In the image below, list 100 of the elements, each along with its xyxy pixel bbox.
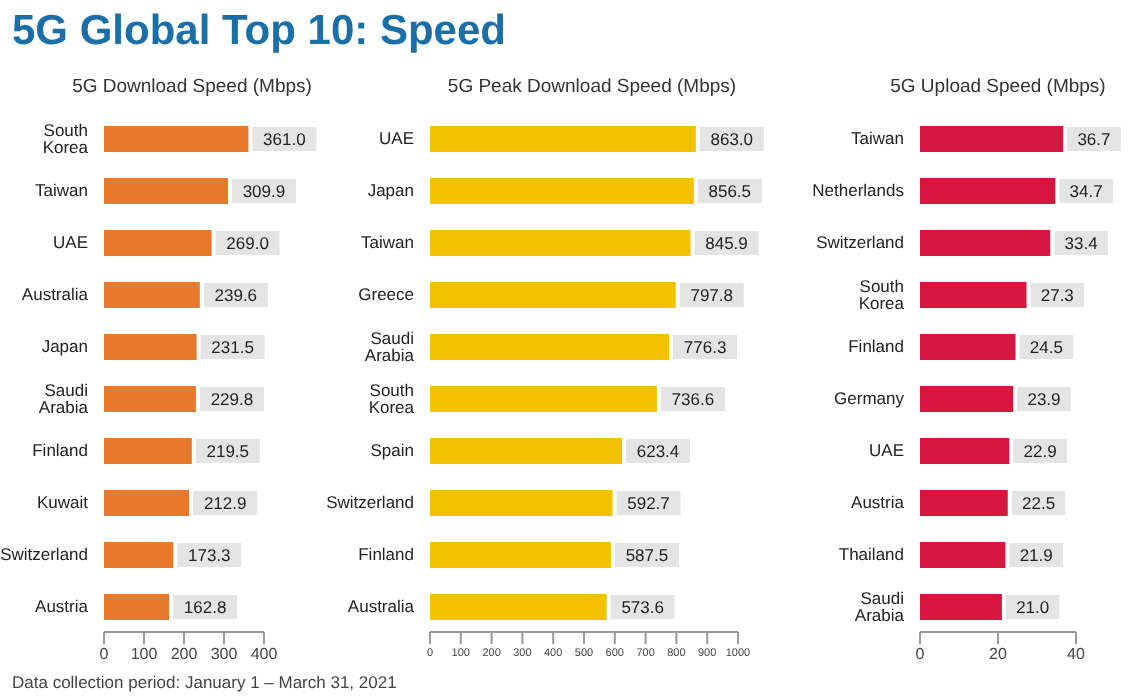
bar (430, 282, 676, 308)
data-label: 231.5 (211, 337, 255, 357)
chart-subtitle: 5G Peak Download Speed (Mbps) (445, 76, 739, 102)
data-label: 22.9 (1023, 441, 1058, 461)
bar (430, 386, 657, 412)
data-label: 361.0 (263, 129, 307, 149)
bar (920, 594, 1002, 620)
y-tick-label: UAE (53, 232, 89, 253)
y-tick-label: South Korea (858, 275, 905, 313)
data-label: 212.9 (203, 493, 247, 513)
y-tick-label: Japan (367, 180, 415, 201)
y-tick-label: Saudi Arabia (38, 379, 89, 417)
y-tick-label: Taiwan (851, 128, 905, 149)
data-label: 33.4 (1064, 233, 1099, 253)
x-tick-label: 200 (170, 645, 199, 664)
bar (430, 594, 607, 620)
data-label: 162.8 (183, 597, 227, 617)
data-label: 309.9 (242, 181, 286, 201)
bar (104, 438, 192, 464)
bar (430, 230, 691, 256)
bar (104, 490, 190, 516)
y-tick-label: UAE (869, 440, 905, 461)
bar (104, 178, 228, 204)
chart-subtitle: 5G Upload Speed (Mbps) (888, 76, 1108, 102)
bar (430, 542, 611, 568)
bar (104, 594, 170, 620)
y-tick-label: Finland (848, 336, 905, 357)
y-tick-label: Japan (41, 336, 89, 357)
y-tick-label: Finland (358, 544, 415, 565)
data-label: 21.0 (1016, 597, 1050, 617)
bar (920, 282, 1027, 308)
y-tick-label: Austria (851, 492, 905, 513)
data-label: 592.7 (627, 493, 671, 513)
data-label: 22.5 (1022, 493, 1056, 513)
y-tick-label: Taiwan (361, 232, 415, 253)
bar (920, 126, 1064, 152)
data-label: 863.0 (710, 129, 754, 149)
data-label: 27.3 (1040, 285, 1075, 305)
x-tick-label: 0 (99, 645, 110, 664)
data-label: 797.8 (690, 285, 734, 305)
y-tick-label: Spain (370, 440, 415, 461)
chart-title: 5G Global Top 10: Speed (12, 8, 506, 56)
bar (920, 230, 1051, 256)
data-label: 736.6 (671, 389, 715, 409)
bar (430, 334, 670, 360)
x-tick-label: 20 (989, 645, 1008, 664)
data-label: 24.5 (1029, 337, 1064, 357)
data-label: 23.9 (1027, 389, 1062, 409)
bar (104, 334, 197, 360)
y-tick-label: UAE (379, 128, 415, 149)
data-label: 229.8 (210, 389, 254, 409)
bar (104, 542, 174, 568)
bar (920, 438, 1010, 464)
bar (104, 282, 200, 308)
y-tick-label: Switzerland (326, 492, 415, 513)
data-label: 269.0 (226, 233, 270, 253)
data-label: 173.3 (188, 545, 232, 565)
y-tick-label: Switzerland (0, 544, 89, 565)
x-tick-label: 40 (1067, 645, 1086, 664)
data-label: 573.6 (621, 597, 665, 617)
y-tick-label: Switzerland (816, 232, 905, 253)
y-tick-label: Kuwait (36, 492, 90, 513)
data-label: 239.6 (214, 285, 258, 305)
y-tick-label: Taiwan (35, 180, 89, 201)
y-tick-label: South Korea (368, 379, 415, 417)
bar (920, 490, 1008, 516)
data-label: 36.7 (1077, 129, 1112, 149)
y-tick-label: Greece (358, 284, 415, 305)
y-tick-label: Australia (347, 596, 415, 617)
data-label: 21.9 (1019, 545, 1054, 565)
y-tick-label: Austria (35, 596, 89, 617)
bar (430, 126, 696, 152)
data-label: 776.3 (683, 337, 727, 357)
y-tick-label: Germany (834, 388, 906, 409)
data-label: 845.9 (705, 233, 749, 253)
bar (920, 334, 1016, 360)
y-tick-label: Thailand (838, 544, 905, 565)
text: Data collection period: January 1 – March 31, 2021 (12, 672, 397, 692)
data-label: 623.4 (636, 441, 680, 461)
bar (430, 438, 623, 464)
y-tick-label: Saudi Arabia (854, 587, 905, 625)
data-label: 856.5 (708, 181, 752, 201)
x-tick-label: 300 (210, 645, 239, 664)
y-tick-label: Australia (21, 284, 89, 305)
chart-subtitle: 5G Download Speed (Mbps) (70, 76, 314, 102)
y-tick-label: Saudi Arabia (364, 327, 415, 365)
y-tick-label: Finland (32, 440, 89, 461)
x-tick-label: 0 (915, 645, 926, 664)
bar (104, 230, 212, 256)
bar (104, 126, 249, 152)
data-label: 34.7 (1069, 181, 1104, 201)
bar (920, 386, 1014, 412)
data-label: 219.5 (206, 441, 250, 461)
x-tick-label: 400 (250, 645, 279, 664)
x-tick-label: 100 (130, 645, 159, 664)
y-tick-label: South Korea (42, 119, 89, 157)
data-label: 587.5 (625, 545, 669, 565)
bar (920, 178, 1056, 204)
y-tick-label: Netherlands (812, 180, 904, 201)
bar (920, 542, 1006, 568)
